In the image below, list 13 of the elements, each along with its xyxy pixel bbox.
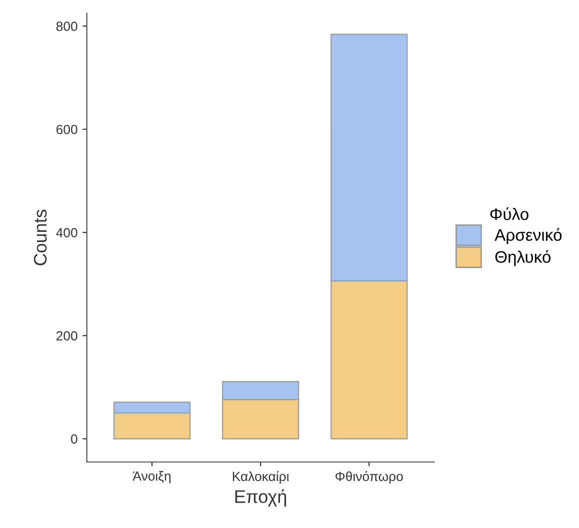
legend-label: Θηλυκό: [495, 250, 551, 266]
y-tick-label: 0: [71, 434, 78, 444]
y-tick-label: 800: [56, 22, 78, 32]
legend-title: Φύλο: [490, 207, 528, 220]
x-tick-label: Άνοιξη: [132, 471, 170, 484]
y-tick-label: 400: [56, 228, 78, 238]
y-tick-label: 200: [56, 331, 78, 341]
legend-label: Αρσενικό: [494, 228, 562, 244]
x-axis-title: Εποχή: [235, 489, 286, 507]
x-tick-label: Φθινόπωρο: [336, 471, 403, 484]
y-axis-title: Counts: [34, 210, 47, 266]
y-tick-label: 600: [56, 124, 78, 134]
x-tick-label: Καλοκαίρι: [232, 471, 289, 484]
